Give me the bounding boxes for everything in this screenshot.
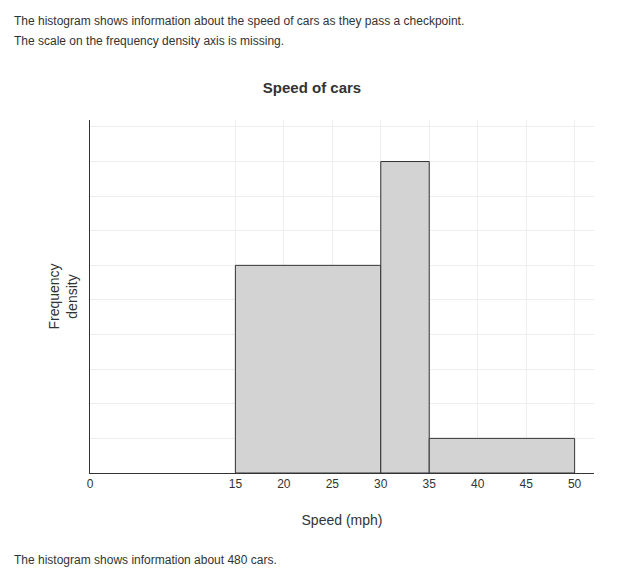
svg-text:Speed of cars: Speed of cars [263,79,361,96]
svg-text:The histogram shows informatio: The histogram shows information about 48… [14,553,277,567]
svg-text:40: 40 [471,477,485,491]
svg-text:The histogram shows informatio: The histogram shows information about th… [14,14,464,28]
svg-text:Frequencydensity: Frequencydensity [46,263,80,329]
svg-text:The scale on the frequency den: The scale on the frequency density axis … [14,34,284,48]
svg-text:25: 25 [326,477,340,491]
svg-text:45: 45 [519,477,533,491]
svg-text:15: 15 [229,477,243,491]
svg-text:20: 20 [277,477,291,491]
svg-text:Speed (mph): Speed (mph) [302,512,383,528]
svg-text:50: 50 [568,477,582,491]
svg-text:30: 30 [374,477,388,491]
svg-text:35: 35 [423,477,437,491]
svg-text:0: 0 [87,477,94,491]
